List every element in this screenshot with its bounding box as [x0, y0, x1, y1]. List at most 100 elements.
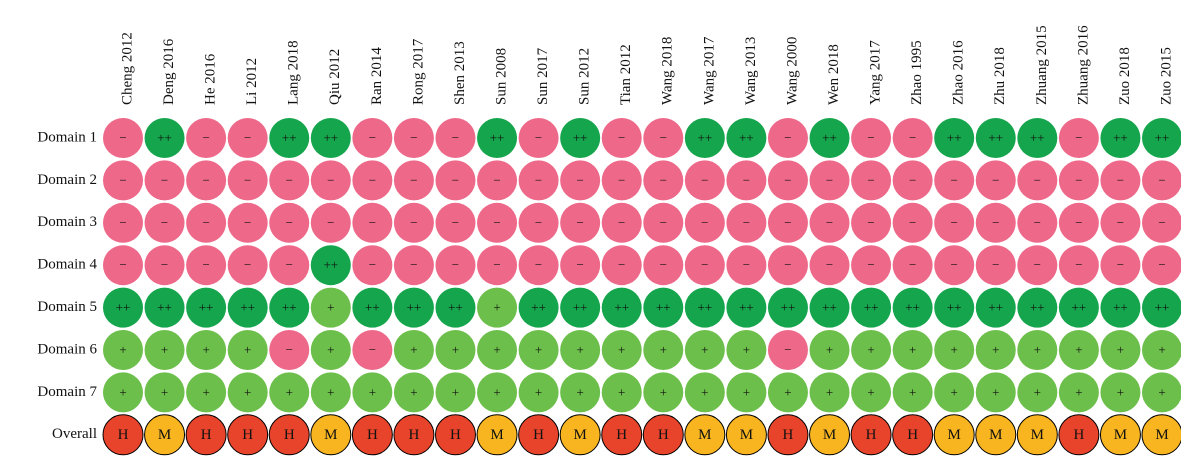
judgement-circle [144, 414, 186, 456]
judgement-symbol: − [161, 172, 168, 187]
judgement-symbol: − [1117, 215, 1124, 230]
judgement-circle [601, 202, 642, 243]
judgement-symbol: − [784, 172, 791, 187]
judgement-symbol: M [1155, 427, 1168, 443]
judgement-symbol: M [158, 427, 171, 443]
judgement-circle [684, 330, 725, 370]
judgement-circle [227, 330, 268, 370]
judgement-symbol: − [452, 257, 459, 272]
study-label: Zuo 2015 [1158, 47, 1174, 105]
judgement-symbol: ++ [323, 130, 338, 145]
judgement-circle [393, 118, 434, 158]
judgement-symbol: + [244, 384, 251, 399]
judgement-symbol: − [867, 215, 874, 230]
judgement-circle [975, 160, 1016, 201]
judgement-circle [269, 118, 310, 158]
judgement-symbol: − [701, 215, 708, 230]
judgement-symbol: − [618, 257, 625, 272]
study-label: Wang 2013 [743, 37, 759, 105]
judgement-circle [186, 160, 227, 201]
judgement-symbol: ++ [1030, 300, 1045, 315]
judgement-circle [684, 118, 725, 158]
judgement-circle [477, 287, 518, 328]
judgement-circle [975, 287, 1016, 328]
judgement-symbol: H [367, 427, 378, 443]
judgement-circle [809, 160, 850, 201]
judgement-symbol: + [244, 342, 251, 357]
judgement-symbol: − [951, 257, 958, 272]
judgement-circle [1141, 414, 1181, 456]
judgement-symbol: H [284, 427, 295, 443]
judgement-symbol: − [410, 130, 417, 145]
judgement-symbol: ++ [116, 300, 131, 315]
judgement-circle [1017, 118, 1058, 158]
judgement-symbol: − [410, 257, 417, 272]
judgement-circle [560, 160, 601, 201]
judgement-circle [186, 202, 227, 243]
judgement-symbol: ++ [323, 257, 338, 272]
judgement-symbol: + [119, 384, 126, 399]
judgement-circle [186, 245, 227, 286]
judgement-symbol: + [743, 342, 750, 357]
judgement-circle [560, 245, 601, 286]
judgement-circle [560, 287, 601, 328]
judgement-circle [1142, 118, 1181, 158]
judgement-circle [310, 160, 351, 201]
judgement-circle [684, 160, 725, 201]
judgement-circle [102, 414, 144, 456]
judgement-symbol: − [535, 130, 542, 145]
judgement-circle [103, 118, 143, 158]
row-label: Domain 5 [37, 299, 97, 315]
judgement-circle [1100, 202, 1141, 243]
judgement-circle [809, 330, 850, 370]
judgement-circle [1142, 202, 1181, 243]
judgement-circle [393, 245, 434, 286]
judgement-symbol: ++ [905, 300, 920, 315]
judgement-symbol: ++ [573, 300, 588, 315]
judgement-circle [684, 372, 725, 413]
judgement-symbol: − [618, 130, 625, 145]
judgement-circle [1017, 202, 1058, 243]
judgement-circle [144, 245, 185, 286]
judgement-circle [975, 330, 1016, 370]
judgement-circle [1017, 287, 1058, 328]
judgement-symbol: ++ [864, 300, 879, 315]
judgement-symbol: − [202, 172, 209, 187]
judgement-symbol: + [618, 342, 625, 357]
judgement-symbol: ++ [490, 130, 505, 145]
study-label: Deng 2016 [161, 38, 177, 105]
judgement-circle [227, 160, 268, 201]
judgement-circle [1058, 202, 1099, 243]
judgement-circle [975, 414, 1017, 456]
judgement-symbol: − [202, 130, 209, 145]
judgement-symbol: + [1117, 342, 1124, 357]
judgement-circle [186, 330, 227, 370]
judgement-circle [809, 372, 850, 413]
judgement-circle [393, 372, 434, 413]
judgement-circle [1100, 245, 1141, 286]
judgement-symbol: − [784, 130, 791, 145]
judgement-circle [851, 202, 892, 243]
judgement-symbol: − [1034, 215, 1041, 230]
judgement-symbol: − [410, 172, 417, 187]
judgement-circle [892, 372, 933, 413]
study-label: Wang 2000 [784, 37, 800, 105]
judgement-circle [269, 245, 310, 286]
judgement-circle [726, 118, 767, 158]
judgement-circle [477, 202, 518, 243]
judgement-circle [809, 118, 850, 158]
judgement-symbol: + [493, 384, 500, 399]
judgement-symbol: − [576, 172, 583, 187]
judgement-symbol: + [992, 342, 999, 357]
judgement-symbol: − [369, 342, 376, 357]
judgement-circle [269, 372, 310, 413]
judgement-symbol: M [1031, 427, 1044, 443]
judgement-symbol: ++ [1072, 300, 1087, 315]
judgement-symbol: − [119, 215, 126, 230]
judgement-symbol: − [535, 257, 542, 272]
judgement-circle [975, 245, 1016, 286]
judgement-symbol: − [1158, 215, 1165, 230]
judgement-symbol: − [909, 130, 916, 145]
judgement-circle [892, 160, 933, 201]
judgement-symbol: + [909, 384, 916, 399]
